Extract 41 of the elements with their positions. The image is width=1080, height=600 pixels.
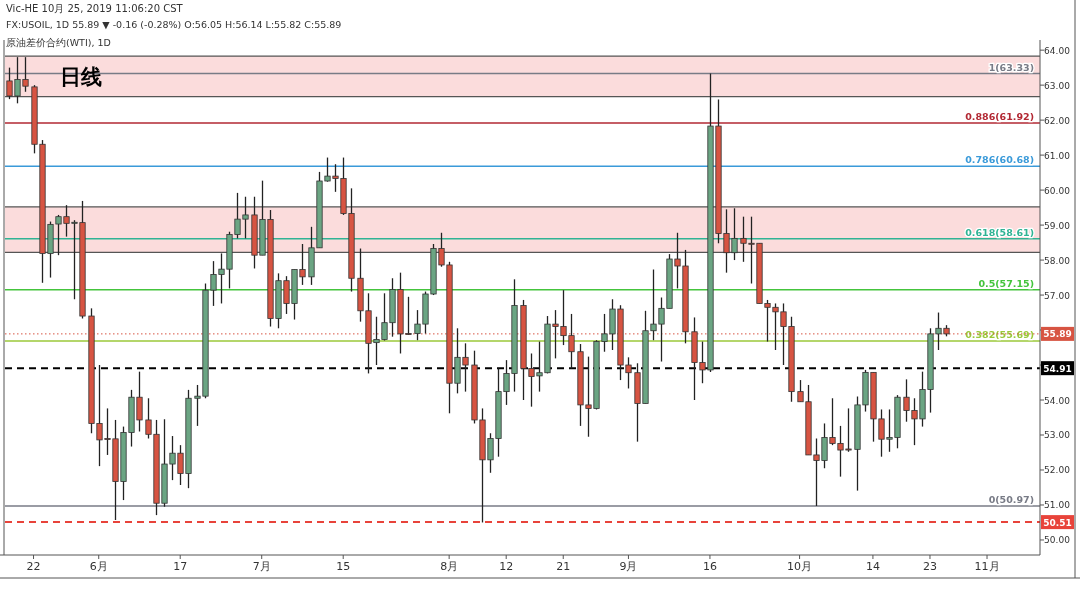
- x-tick-label: 8月: [440, 560, 459, 573]
- x-tick-label: 10月: [787, 560, 813, 573]
- y-tick-label: 62.00: [1044, 115, 1071, 126]
- ref-line-label: 0.786(60.68): [965, 154, 1034, 166]
- x-tick-label: 16: [702, 560, 717, 573]
- y-tick-label: 51.00: [1044, 500, 1071, 511]
- ref-line-label: 0.5(57.15): [978, 277, 1034, 289]
- y-tick-label: 60.00: [1044, 185, 1071, 196]
- x-tick-label: 22: [26, 560, 41, 573]
- y-tick-label: 50.00: [1044, 535, 1071, 546]
- y-tick-label: 52.00: [1044, 465, 1071, 476]
- x-tick-label: 11月: [974, 560, 1000, 573]
- ref-line-label: 0.886(61.92): [965, 110, 1034, 122]
- y-tick-label: 63.00: [1044, 80, 1071, 91]
- text: FX:USOIL, 1D 55.89 ▼ -0.16 (-0.28%) O:56.05 H:56.14 L:55.82 C:55.89: [6, 19, 342, 30]
- x-tick-label: 6月: [89, 560, 108, 573]
- ref-line-label: 0.382(55.69): [965, 328, 1034, 340]
- chart-subtitle: Vic-HE 10月 25, 2019 11:06:20 CST: [6, 3, 184, 14]
- y-tick-label: 58.00: [1044, 255, 1071, 266]
- y-tick-label: 64.00: [1044, 45, 1071, 56]
- x-tick-label: 12: [499, 560, 514, 573]
- y-tick-label: 59.00: [1044, 220, 1071, 231]
- x-tick-label: 14: [865, 560, 880, 573]
- ref-line-label: 50.51: [1043, 517, 1072, 528]
- x-tick-label: 21: [556, 560, 571, 573]
- ref-line-label: 0(50.97): [988, 494, 1034, 506]
- ref-line-label: 54.91: [1043, 363, 1072, 374]
- y-tick-label: 54.00: [1044, 395, 1071, 406]
- y-tick-label: 61.00: [1044, 150, 1071, 161]
- x-tick-label: 23: [922, 560, 937, 573]
- x-tick-label: 15: [336, 560, 351, 573]
- y-tick-label: 57.00: [1044, 290, 1071, 301]
- text: 日线: [60, 65, 102, 90]
- y-tick-label: 53.00: [1044, 430, 1071, 441]
- ref-line-label: 1(63.33): [988, 61, 1034, 73]
- x-tick-label: 9月: [619, 560, 638, 573]
- ref-line-label: 55.89: [1043, 329, 1072, 340]
- x-tick-label: 7月: [252, 560, 271, 573]
- annotation: 原油差价合约(WTI), 1D: [6, 37, 111, 48]
- ref-line-label: 0.618(58.61): [965, 226, 1034, 238]
- x-tick-label: 17: [173, 560, 188, 573]
